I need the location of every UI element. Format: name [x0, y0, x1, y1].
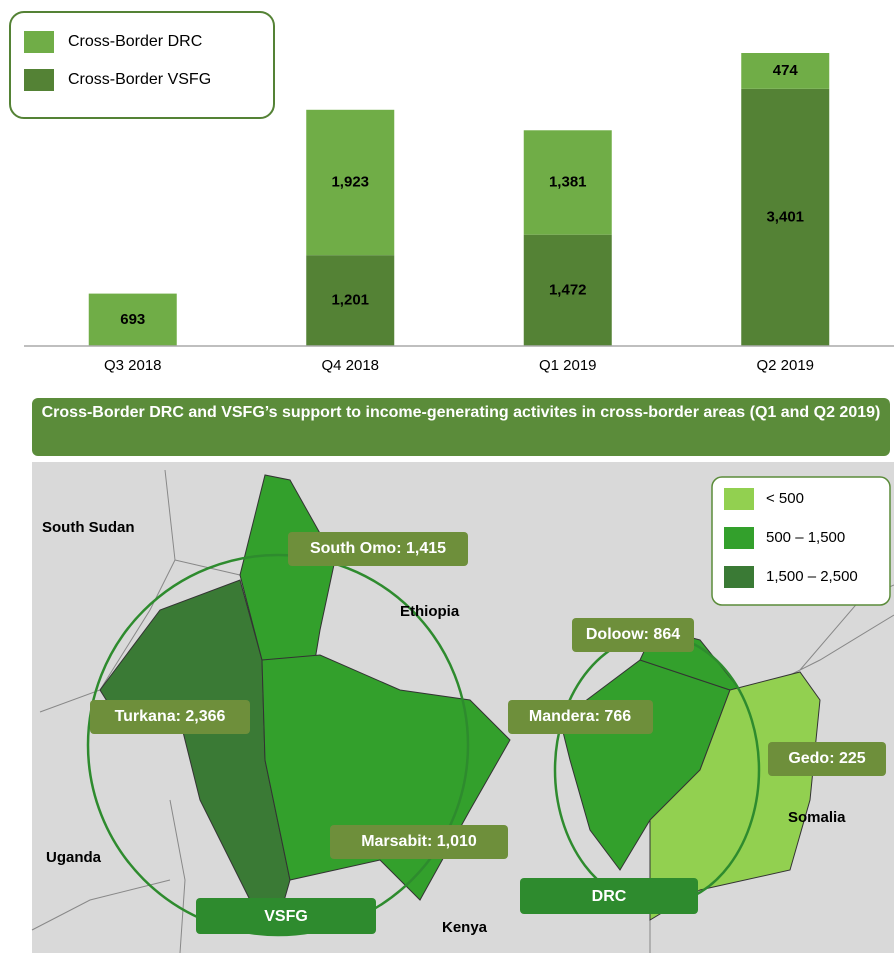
legend-label: Cross-Border DRC	[68, 33, 202, 50]
bar-segment	[523, 130, 612, 235]
bar-segment	[741, 88, 830, 346]
vsfg-circle	[86, 553, 470, 937]
region-gedo	[649, 671, 821, 921]
country-label: Uganda	[46, 849, 102, 866]
region-label-box	[90, 700, 250, 734]
region-label: Mandera: 766	[529, 708, 631, 725]
region-label-box	[572, 618, 694, 652]
data-label: 1,923	[331, 173, 369, 190]
country-label: Somalia	[788, 809, 846, 826]
legend-label: < 500	[766, 490, 804, 507]
country-label: South Sudan	[42, 519, 135, 536]
legend-swatch	[24, 69, 54, 91]
legend-label: 500 – 1,500	[766, 529, 845, 546]
data-label: 3,401	[766, 208, 804, 225]
group-label: DRC	[592, 888, 627, 905]
legend-label: 1,500 – 2,500	[766, 568, 858, 585]
legend-box	[9, 11, 275, 119]
bar-segment	[306, 109, 395, 256]
region-label: South Omo: 1,415	[310, 540, 446, 557]
map-title: Cross-Border DRC and VSFG’s support to i…	[41, 404, 881, 421]
map-legend-box	[711, 476, 891, 606]
data-label: 1,472	[549, 281, 587, 298]
map: < 500 500 – 1,500 1,500 – 2,500 South Om…	[31, 462, 894, 954]
region-label: Doloow: 864	[586, 626, 680, 643]
data-label: 1,201	[331, 292, 369, 309]
region-label-box	[508, 700, 653, 734]
group-label-box	[196, 898, 376, 934]
country-label: Ethiopia	[400, 603, 460, 620]
x-tick-label: Q2 2019	[756, 357, 814, 374]
legend-swatch	[724, 488, 754, 510]
region-label-box	[330, 825, 508, 859]
region-label: Turkana: 2,366	[115, 708, 226, 725]
group-label-box	[520, 878, 698, 914]
region-label-box	[768, 742, 886, 776]
legend-swatch	[724, 566, 754, 588]
bar-segment	[306, 255, 395, 346]
map-title-banner	[32, 398, 890, 456]
x-tick-label: Q4 2018	[321, 357, 379, 374]
bar-segment	[88, 293, 177, 346]
map-title-wrap: Cross-Border DRC and VSFG’s support to i…	[41, 404, 881, 421]
group-label: VSFG	[264, 908, 308, 925]
country-label: Kenya	[442, 919, 488, 936]
bar-segment	[741, 53, 830, 89]
x-tick-label: Q1 2019	[539, 357, 597, 374]
x-tick-label: Q3 2018	[104, 357, 162, 374]
region-label: Gedo: 225	[788, 750, 865, 767]
bar-segment	[523, 234, 612, 346]
region-label-box	[288, 532, 468, 566]
legend-label: Cross-Border VSFG	[68, 71, 211, 88]
legend-swatch	[24, 31, 54, 53]
data-label: 474	[773, 62, 799, 79]
legend-swatch	[724, 527, 754, 549]
data-label: 1,381	[549, 173, 587, 190]
data-label: 693	[120, 311, 145, 328]
bar-chart: 693 Q3 2018 1,201 1,923 Q4 2018 1,472 1,381 Q1 …	[9, 11, 894, 374]
region-label: Marsabit: 1,010	[361, 833, 477, 850]
